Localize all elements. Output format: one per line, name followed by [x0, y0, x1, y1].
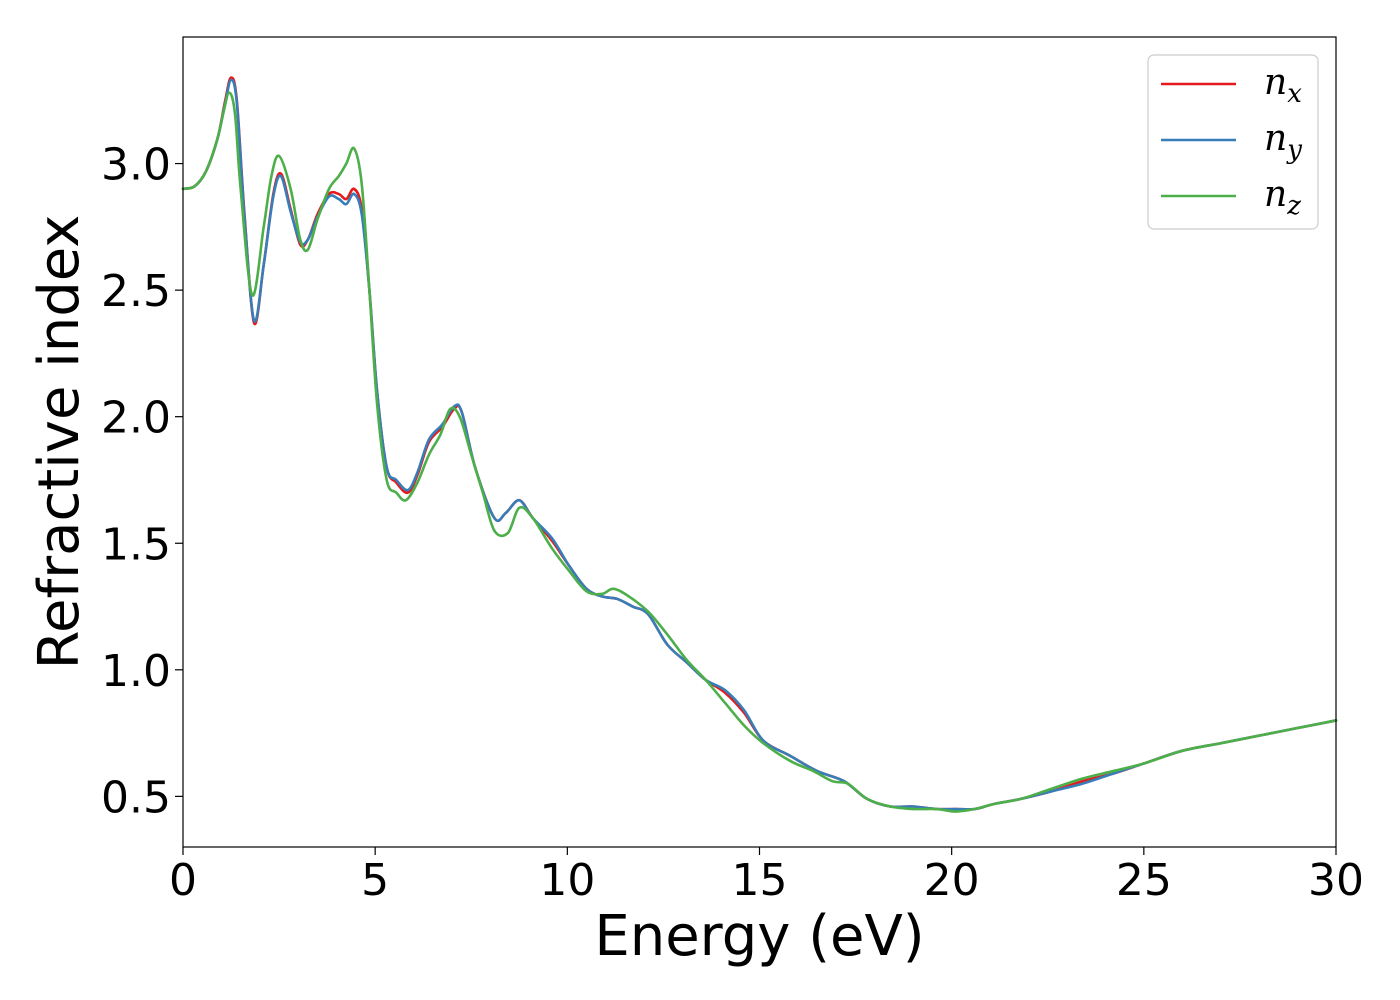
legend-label-n-y: ny — [1264, 118, 1302, 165]
x-axis-label: Energy (eV) — [594, 904, 924, 969]
y-ticks: 0.5 1.0 1.5 2.0 2.5 3.0 — [101, 140, 183, 823]
y-tick-label: 1.0 — [101, 646, 171, 697]
y-axis-label: Refractive index — [27, 215, 92, 670]
series-layer — [181, 76, 1338, 813]
x-tick-label: 0 — [169, 855, 197, 906]
series-line-n-y — [181, 78, 1338, 811]
y-tick-label: 0.5 — [101, 772, 171, 823]
x-tick-label: 30 — [1308, 855, 1364, 906]
legend: nx ny nz — [1147, 54, 1319, 230]
series-line-n-z — [181, 91, 1338, 813]
y-tick-label: 1.5 — [101, 519, 171, 570]
x-tick-label: 10 — [539, 855, 595, 906]
plot-frame — [182, 36, 1337, 848]
x-ticks: 0 5 10 15 20 25 30 — [169, 847, 1364, 906]
legend-label-n-x: nx — [1264, 62, 1302, 109]
legend-box — [1147, 54, 1319, 230]
legend-label-n-z: nz — [1264, 174, 1301, 221]
plot-area — [183, 37, 1336, 847]
y-tick-label: 3.0 — [101, 140, 171, 191]
x-tick-label: 15 — [732, 855, 788, 906]
x-tick-label: 5 — [361, 855, 389, 906]
y-tick-label: 2.5 — [101, 266, 171, 317]
x-tick-label: 25 — [1116, 855, 1172, 906]
x-tick-label: 20 — [924, 855, 980, 906]
y-tick-label: 2.0 — [101, 393, 171, 444]
